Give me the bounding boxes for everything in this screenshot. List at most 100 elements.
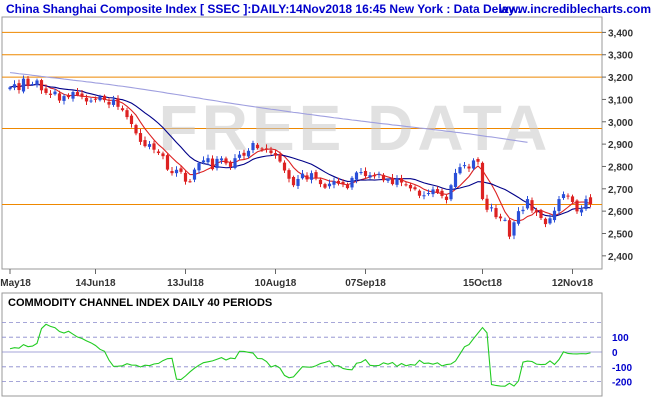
candle-body-26 [125,110,129,118]
candle-body-118 [539,210,543,219]
ma-200-group [9,72,528,143]
candle-body-82 [377,173,381,175]
candle-body-81 [372,175,377,177]
candle-body-85 [390,178,395,185]
candle-body-115 [525,199,530,209]
candle-body-37 [174,169,179,174]
candle-body-53 [246,150,251,157]
watermark: FREE DATA [159,92,552,164]
candle-body-65 [300,173,305,179]
candle-body-77 [354,172,359,180]
candle-body-125 [570,196,575,202]
candle-body-101 [462,165,467,167]
candle-body-93 [426,193,431,195]
candle-body-24 [116,98,120,107]
candle-body-75 [345,184,350,189]
candle-body-44 [206,158,210,163]
candle-body-3 [21,78,26,92]
price-tick-label-6: 2,800 [608,162,633,173]
candle-body-63 [291,176,296,186]
date-tick-label-1: 14Jun18 [75,278,115,289]
candle-body-76 [350,177,354,188]
date-tick-label-6: 12Nov18 [552,278,594,289]
candle-body-73 [336,180,341,184]
candle-body-114 [521,209,525,212]
candle-body-67 [309,173,314,180]
candle-body-79 [363,170,368,177]
moving-average-200 [9,72,528,143]
candle-body-106 [485,198,489,210]
candle-body-107 [489,207,494,209]
candle-body-45 [210,158,215,170]
candle-body-54 [251,143,255,151]
candle-body-14 [71,92,75,99]
candle-body-9 [48,93,53,95]
candle-body-110 [503,219,507,221]
site-link[interactable]: www.incrediblecharts.com [498,2,651,16]
candle-body-39 [183,172,188,182]
candle-body-7 [39,80,44,91]
moving-average-short [9,83,591,222]
cci-tick-label-2: -100 [612,363,632,374]
candle-body-72 [332,181,336,185]
candle-body-23 [111,99,116,105]
candle-body-10 [53,91,57,95]
chart-title: China Shanghai Composite Index [ SSEC ]:… [6,2,521,16]
date-tick-label-0: 17May18 [0,278,31,289]
candle-body-50 [233,158,237,168]
candle-body-56 [260,148,264,150]
candle-body-47 [219,158,224,161]
candle-body-18 [89,100,93,102]
candle-body-25 [120,108,125,111]
candle-body-105 [480,162,485,200]
cci-y-axis: 100 0 -100 -200 [612,333,632,388]
candle-body-70 [323,184,327,188]
candle-body-49 [228,161,233,167]
cci-title: COMMODITY CHANNEL INDEX DAILY 40 PERIODS [8,297,272,309]
candle-body-78 [359,172,363,174]
candle-body-41 [192,169,197,180]
candle-body-38 [179,168,183,172]
candle-body-90 [413,187,417,190]
candle-body-55 [255,144,260,149]
candles-group [8,75,593,240]
candle-body-92 [422,195,426,197]
candle-body-36 [170,171,174,174]
candle-body-111 [507,220,512,237]
candle-body-48 [224,158,228,164]
moving-average-group [9,83,591,222]
candle-body-100 [458,167,462,174]
candle-body-112 [512,222,516,236]
candle-body-104 [476,158,480,162]
candle-body-87 [399,178,404,183]
candle-body-40 [188,181,192,183]
price-tick-label-10: 2,400 [608,252,633,263]
candle-body-60 [278,154,282,162]
candle-body-127 [579,209,584,213]
candle-body-61 [282,162,287,171]
date-tick-label-2: 13Jul18 [167,278,204,289]
candle-body-43 [201,160,206,163]
candle-body-94 [431,189,435,195]
candle-body-89 [408,184,413,189]
candle-body-33 [156,151,161,154]
candle-body-91 [417,190,422,196]
candle-body-121 [552,210,557,221]
moving-average-long [9,83,591,217]
candle-body-4 [26,78,30,87]
candle-body-16 [80,93,84,97]
candle-body-109 [498,216,503,219]
candle-body-113 [516,211,521,224]
candle-body-30 [143,140,147,147]
candle-body-57 [264,148,269,150]
candle-body-86 [395,178,399,185]
price-tick-label-7: 2,700 [608,185,633,196]
candle-body-21 [102,95,107,101]
cci-tick-label-1: 0 [612,348,618,359]
candle-body-123 [561,194,566,199]
price-tick-label-1: 3,300 [608,51,633,62]
candle-body-11 [57,93,62,101]
cci-reference-lines [2,321,602,383]
